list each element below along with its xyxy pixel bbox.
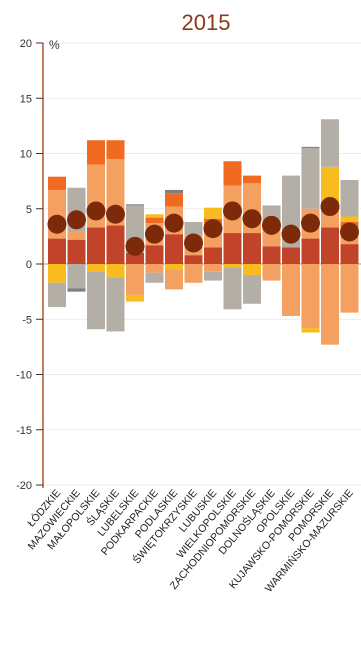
bar-segment: [340, 216, 359, 223]
bar-segment: [145, 264, 164, 273]
bar-segment: [321, 264, 339, 345]
bar-segment: [204, 264, 222, 272]
bar-segment: [301, 146, 320, 148]
bar-segment: [126, 204, 144, 206]
bar-segment: [301, 238, 320, 264]
bar-segment: [106, 140, 125, 160]
bar-segment: [48, 282, 66, 308]
bar-segment: [340, 180, 359, 217]
bar-segment: [165, 193, 183, 207]
dot-marker: [242, 209, 262, 229]
bar-segment: [184, 222, 203, 236]
bar-segment: [262, 264, 281, 281]
bar-segment: [126, 294, 144, 302]
bar-segment: [87, 227, 105, 264]
bar-segment: [145, 214, 164, 218]
bar-segment: [126, 252, 144, 264]
bar-segment: [106, 264, 125, 278]
bar-segment: [165, 189, 183, 194]
dot-marker: [86, 201, 106, 221]
dot-marker: [320, 197, 340, 217]
bar-segment: [184, 264, 203, 283]
bar-segment: [48, 176, 66, 190]
dot-marker: [47, 214, 67, 234]
bar-segment: [321, 166, 339, 207]
bar-segment: [145, 217, 164, 224]
bar-segment: [145, 245, 164, 264]
dot-marker: [145, 224, 164, 244]
dot-marker: [340, 222, 359, 242]
dot-marker: [125, 236, 145, 256]
bar-segment: [204, 207, 222, 219]
y-tick-label: 20: [20, 38, 32, 50]
y-ticks: 20 15 10 5 0 -5 -10 -15 -20: [16, 38, 43, 492]
bar-segment: [301, 264, 320, 329]
dot-marker: [164, 213, 184, 233]
bar-segment: [243, 264, 261, 276]
dot-marker: [281, 224, 301, 244]
y-tick-label: 5: [26, 204, 32, 216]
chart-title: 2015: [182, 10, 231, 35]
dot-marker: [67, 210, 86, 230]
bar-segment: [223, 161, 242, 186]
bar-segment: [67, 239, 86, 264]
bar-segment: [106, 277, 125, 332]
bar-segment: [243, 275, 261, 304]
bar-segment: [184, 255, 203, 264]
bar-segment: [204, 247, 222, 264]
bar-segment: [321, 119, 339, 167]
x-labels: ŁÓDZKIEMAZOWIECKIEMAŁOPOLSKIEŚLĄSKIELUBE…: [24, 487, 355, 595]
y-tick-label: 15: [20, 93, 32, 105]
bar-segment: [243, 175, 261, 184]
bars: [48, 119, 359, 345]
y-tick-label: 0: [26, 259, 32, 271]
bar-segment: [87, 264, 105, 272]
bar-segment: [262, 246, 281, 264]
bar-segment: [282, 264, 300, 316]
bar-segment: [340, 244, 359, 264]
y-tick-label: 10: [20, 149, 32, 161]
dot-marker: [203, 219, 223, 239]
bar-segment: [67, 231, 86, 240]
bar-segment: [223, 233, 242, 264]
bar-segment: [282, 247, 300, 264]
bar-segment: [106, 225, 125, 264]
dot-marker: [301, 213, 320, 233]
bar-segment: [87, 140, 105, 165]
y-axis-unit: %: [49, 38, 60, 52]
bar-segment: [301, 147, 320, 209]
bar-segment: [165, 264, 183, 270]
y-tick-label: -10: [16, 370, 32, 382]
dot-marker: [106, 204, 125, 224]
bar-segment: [165, 234, 183, 264]
bar-segment: [126, 264, 144, 295]
bar-segment: [223, 264, 242, 268]
dot-marker: [262, 215, 281, 235]
bar-segment: [67, 288, 86, 292]
dot-marker: [223, 201, 242, 221]
bar-segment: [87, 271, 105, 330]
bar-segment: [321, 227, 339, 264]
y-tick-label: -15: [16, 425, 32, 437]
y-tick-label: -5: [22, 314, 32, 326]
bar-segment: [340, 264, 359, 313]
dots: [47, 197, 359, 256]
bar-segment: [48, 238, 66, 264]
bar-segment: [223, 267, 242, 310]
bar-segment: [145, 272, 164, 283]
y-tick-label: -20: [16, 480, 32, 492]
bar-segment: [48, 264, 66, 283]
bar-segment: [165, 269, 183, 290]
bar-segment: [67, 264, 86, 289]
bar-segment: [243, 233, 261, 264]
bar-segment: [301, 328, 320, 333]
bar-segment: [204, 271, 222, 281]
dot-marker: [184, 233, 203, 253]
